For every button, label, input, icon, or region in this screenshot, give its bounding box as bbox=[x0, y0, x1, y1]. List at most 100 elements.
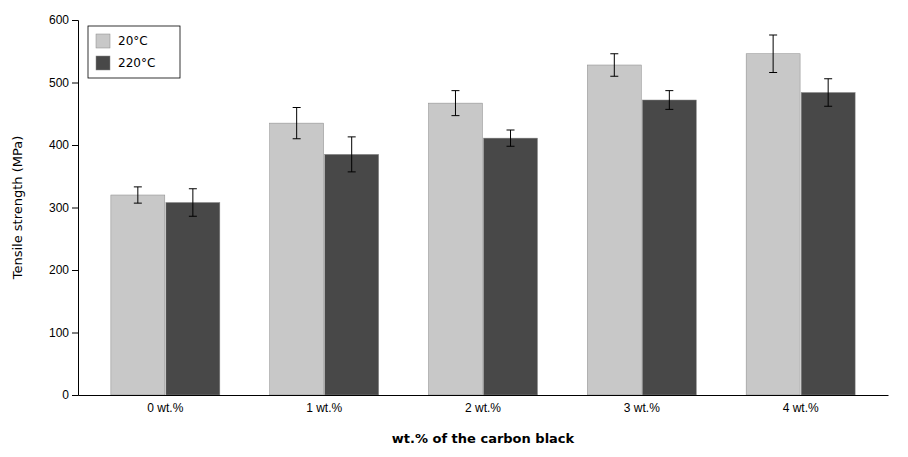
y-axis-line bbox=[72, 21, 79, 396]
x-tick: 3 wt.% bbox=[624, 401, 660, 415]
error-line bbox=[192, 189, 193, 217]
error-cap bbox=[348, 171, 356, 172]
bar bbox=[166, 203, 220, 396]
error-cap bbox=[610, 76, 618, 77]
legend-swatch bbox=[96, 56, 110, 70]
y-tick-line bbox=[72, 333, 78, 334]
y-tick: 400 bbox=[49, 138, 78, 152]
chart: 0 100 200 300 400 500 600 0 wt.% 1 wt.% 2 wt.% 3 w… bbox=[0, 0, 908, 457]
x-tick: 0 wt.% bbox=[147, 401, 183, 415]
error-bar bbox=[451, 91, 459, 116]
error-bar bbox=[293, 108, 301, 139]
bar bbox=[270, 123, 324, 395]
error-cap bbox=[451, 90, 459, 91]
x-tick-label: 4 wt.% bbox=[783, 401, 819, 415]
x-tick: 4 wt.% bbox=[783, 401, 819, 415]
error-cap bbox=[293, 107, 301, 108]
y-tick-label: 500 bbox=[49, 76, 69, 90]
bar bbox=[429, 103, 483, 395]
y-tick-label: 300 bbox=[49, 201, 69, 215]
plot-area: 0 100 200 300 400 500 600 0 wt.% 1 wt.% 2 wt.% 3 w… bbox=[49, 13, 889, 414]
error-cap bbox=[824, 78, 832, 79]
error-cap bbox=[134, 186, 142, 187]
y-tick-label: 100 bbox=[49, 326, 69, 340]
error-line bbox=[669, 91, 670, 110]
error-cap bbox=[769, 35, 777, 36]
y-tick-label: 200 bbox=[49, 263, 69, 277]
error-bar bbox=[769, 35, 777, 73]
error-line bbox=[773, 35, 774, 73]
marks bbox=[111, 35, 855, 395]
error-cap bbox=[610, 53, 618, 54]
y-tick-line bbox=[72, 208, 78, 209]
error-cap bbox=[665, 90, 673, 91]
y-tick: 300 bbox=[49, 201, 78, 215]
error-line bbox=[296, 108, 297, 139]
y-tick-line bbox=[72, 145, 78, 146]
x-tick-label: 1 wt.% bbox=[306, 401, 342, 415]
x-tick: 1 wt.% bbox=[306, 401, 342, 415]
error-line bbox=[510, 130, 511, 146]
error-cap bbox=[665, 109, 673, 110]
x-axis-line bbox=[79, 395, 889, 396]
error-cap bbox=[769, 72, 777, 73]
bar bbox=[111, 195, 165, 395]
error-bar bbox=[665, 91, 673, 110]
y-tick: 200 bbox=[49, 263, 78, 277]
y-tick-label: 400 bbox=[49, 138, 69, 152]
y-axis: 0 100 200 300 400 500 600 bbox=[49, 13, 79, 402]
error-line bbox=[455, 91, 456, 116]
series bbox=[166, 79, 855, 395]
error-cap bbox=[189, 216, 197, 217]
y-tick-label: 0 bbox=[62, 388, 69, 402]
error-cap bbox=[134, 203, 142, 204]
error-cap bbox=[507, 146, 515, 147]
error-bar bbox=[189, 189, 197, 217]
error-line bbox=[828, 79, 829, 107]
y-tick-line bbox=[72, 395, 78, 396]
y-tick-line bbox=[72, 20, 78, 21]
legend: 20°C 220°C bbox=[88, 26, 180, 78]
y-tick: 600 bbox=[49, 13, 78, 27]
error-cap bbox=[293, 138, 301, 139]
series bbox=[111, 35, 800, 395]
y-tick: 100 bbox=[49, 326, 78, 340]
bar bbox=[642, 100, 696, 395]
error-cap bbox=[824, 106, 832, 107]
error-line bbox=[137, 187, 138, 203]
error-bar bbox=[134, 187, 142, 203]
bar bbox=[801, 93, 855, 396]
y-tick: 500 bbox=[49, 76, 78, 90]
y-tick: 0 bbox=[62, 388, 78, 402]
x-tick: 2 wt.% bbox=[465, 401, 501, 415]
error-cap bbox=[451, 115, 459, 116]
bar bbox=[746, 54, 800, 395]
bar bbox=[325, 154, 379, 395]
bar bbox=[484, 138, 538, 395]
y-tick-line bbox=[72, 83, 78, 84]
y-tick-label: 600 bbox=[49, 13, 69, 27]
error-bar bbox=[507, 130, 515, 146]
x-tick-label: 2 wt.% bbox=[465, 401, 501, 415]
legend-item: 20°C bbox=[96, 34, 148, 48]
error-bar bbox=[610, 54, 618, 77]
legend-frame bbox=[88, 26, 180, 78]
error-line bbox=[351, 137, 352, 172]
error-bar bbox=[348, 137, 356, 172]
legend-swatch bbox=[96, 34, 110, 48]
error-bar bbox=[824, 79, 832, 107]
x-tick-label: 3 wt.% bbox=[624, 401, 660, 415]
y-tick-line bbox=[72, 270, 78, 271]
legend-item: 220°C bbox=[96, 56, 155, 70]
y-axis-title: Tensile strength (MPa) bbox=[10, 136, 25, 281]
error-cap bbox=[507, 130, 515, 131]
x-axis: 0 wt.% 1 wt.% 2 wt.% 3 wt.% 4 wt.% bbox=[79, 396, 889, 415]
legend-label: 220°C bbox=[118, 56, 155, 70]
error-cap bbox=[189, 188, 197, 189]
error-cap bbox=[348, 136, 356, 137]
error-bars bbox=[189, 79, 832, 217]
legend-label: 20°C bbox=[118, 34, 148, 48]
bar bbox=[587, 65, 641, 395]
error-line bbox=[614, 54, 615, 77]
x-axis-title: wt.% of the carbon black bbox=[392, 431, 575, 446]
